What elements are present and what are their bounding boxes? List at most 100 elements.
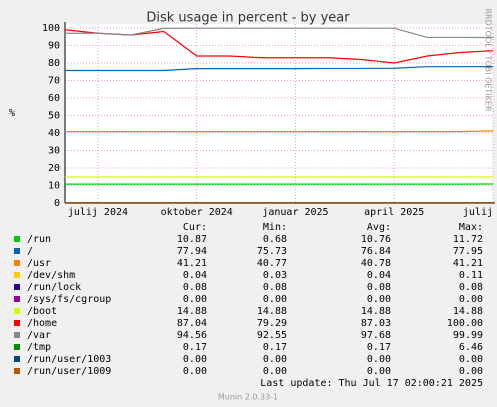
legend-name: /dev/shm xyxy=(27,270,75,281)
legend-name: /tmp xyxy=(27,342,51,353)
legend-swatch xyxy=(14,284,20,290)
legend-name: /run/user/1009 xyxy=(27,366,111,377)
legend-swatch xyxy=(14,272,20,278)
legend-stat: 0.00 xyxy=(263,354,287,365)
legend-swatch xyxy=(14,260,20,266)
legend-stat: 0.08 xyxy=(183,282,207,293)
legend-stat: 0.00 xyxy=(263,294,287,305)
legend-stat: 0.08 xyxy=(459,282,483,293)
x-tick-label: januar 2025 xyxy=(262,207,328,218)
y-tick-label: 0 xyxy=(54,198,60,209)
legend-stat: 10.87 xyxy=(177,234,207,245)
legend-stat: 92.55 xyxy=(257,330,287,341)
legend-stat: 0.17 xyxy=(367,342,391,353)
legend-stat: 0.00 xyxy=(459,354,483,365)
legend-stat: 10.76 xyxy=(361,234,391,245)
x-tick-label: oktober 2024 xyxy=(161,207,233,218)
legend-name: /run/lock xyxy=(27,282,81,293)
legend-stat: 0.00 xyxy=(183,354,207,365)
last-update: Last update: Thu Jul 17 02:00:21 2025 xyxy=(260,378,483,389)
legend-stat: 87.04 xyxy=(177,318,207,329)
legend-stat: 14.88 xyxy=(257,306,287,317)
legend-stat: 0.17 xyxy=(183,342,207,353)
legend-stat: 0.08 xyxy=(263,282,287,293)
legend-swatch xyxy=(14,344,20,350)
legend-stat: 0.00 xyxy=(367,354,391,365)
legend-name: /sys/fs/cgroup xyxy=(27,294,111,305)
series-line xyxy=(65,27,494,39)
legend-stat: 0.00 xyxy=(459,366,483,377)
legend-stat: 0.68 xyxy=(263,234,287,245)
y-tick-label: 10 xyxy=(48,181,60,192)
legend-swatch xyxy=(14,248,20,254)
legend-stat: 14.88 xyxy=(361,306,391,317)
footer: Munin 2.0.33-1 xyxy=(218,393,278,402)
y-tick-label: 20 xyxy=(48,163,60,174)
chart-title: Disk usage in percent - by year xyxy=(146,11,350,26)
legend-name: /home xyxy=(27,318,57,329)
legend-stat: 14.88 xyxy=(453,306,483,317)
series-line xyxy=(65,130,494,133)
legend-stat: 14.88 xyxy=(177,306,207,317)
legend-swatch xyxy=(14,296,20,302)
legend-stat: 79.29 xyxy=(257,318,287,329)
legend-stat: 40.77 xyxy=(257,258,287,269)
legend-stat: 75.73 xyxy=(257,246,287,257)
legend-header: Max: xyxy=(459,222,483,233)
legend-name: /run xyxy=(27,234,51,245)
y-tick-label: 60 xyxy=(48,93,60,104)
y-tick-label: 80 xyxy=(48,58,60,69)
legend-stat: 0.08 xyxy=(367,282,391,293)
legend-stat: 6.46 xyxy=(459,342,483,353)
legend-swatch xyxy=(14,320,20,326)
y-tick-label: 40 xyxy=(48,128,60,139)
legend-stat: 97.68 xyxy=(361,330,391,341)
legend-swatch xyxy=(14,356,20,362)
legend-stat: 0.03 xyxy=(263,270,287,281)
legend-stat: 100.00 xyxy=(447,318,483,329)
legend-name: /var xyxy=(27,330,51,341)
legend-swatch xyxy=(14,368,20,374)
legend-stat: 87.03 xyxy=(361,318,391,329)
legend-stat: 0.04 xyxy=(183,270,207,281)
x-tick-label: april 2025 xyxy=(364,207,424,218)
y-tick-label: 30 xyxy=(48,146,60,157)
legend-stat: 0.00 xyxy=(183,294,207,305)
legend-header: Cur: xyxy=(183,222,207,233)
legend-header: Min: xyxy=(263,222,287,233)
legend-stat: 11.72 xyxy=(453,234,483,245)
x-tick-label: julij 2025 xyxy=(463,207,497,218)
legend-stat: 40.78 xyxy=(361,258,391,269)
legend-header: Avg: xyxy=(367,222,391,233)
legend-stat: 0.17 xyxy=(263,342,287,353)
plot-area xyxy=(65,24,493,203)
legend-stat: 77.94 xyxy=(177,246,207,257)
legend-name: /run/user/1003 xyxy=(27,354,111,365)
legend-swatch xyxy=(14,332,20,338)
legend-name: /boot xyxy=(27,306,57,317)
legend-swatch xyxy=(14,308,20,314)
legend-stat: 0.11 xyxy=(459,270,483,281)
legend-stat: 0.00 xyxy=(367,366,391,377)
series-line xyxy=(65,66,494,72)
legend-stat: 0.00 xyxy=(367,294,391,305)
y-tick-label: 70 xyxy=(48,76,60,87)
legend-stat: 41.21 xyxy=(453,258,483,269)
watermark: RRDTOOL / TOBI OETIKER xyxy=(484,8,493,111)
legend-stat: 94.56 xyxy=(177,330,207,341)
legend-stat: 41.21 xyxy=(177,258,207,269)
legend-stat: 0.00 xyxy=(263,366,287,377)
legend-name: / xyxy=(27,246,33,257)
y-tick-label: 100 xyxy=(42,23,60,34)
legend-stat: 0.04 xyxy=(367,270,391,281)
y-tick-label: 50 xyxy=(48,111,60,122)
x-tick-label: julij 2024 xyxy=(68,207,128,218)
y-tick-label: 90 xyxy=(48,41,60,52)
legend-stat: 99.99 xyxy=(453,330,483,341)
y-label: % xyxy=(9,108,15,119)
legend-swatch xyxy=(14,236,20,242)
legend-stat: 76.84 xyxy=(361,246,391,257)
legend-stat: 0.00 xyxy=(183,366,207,377)
